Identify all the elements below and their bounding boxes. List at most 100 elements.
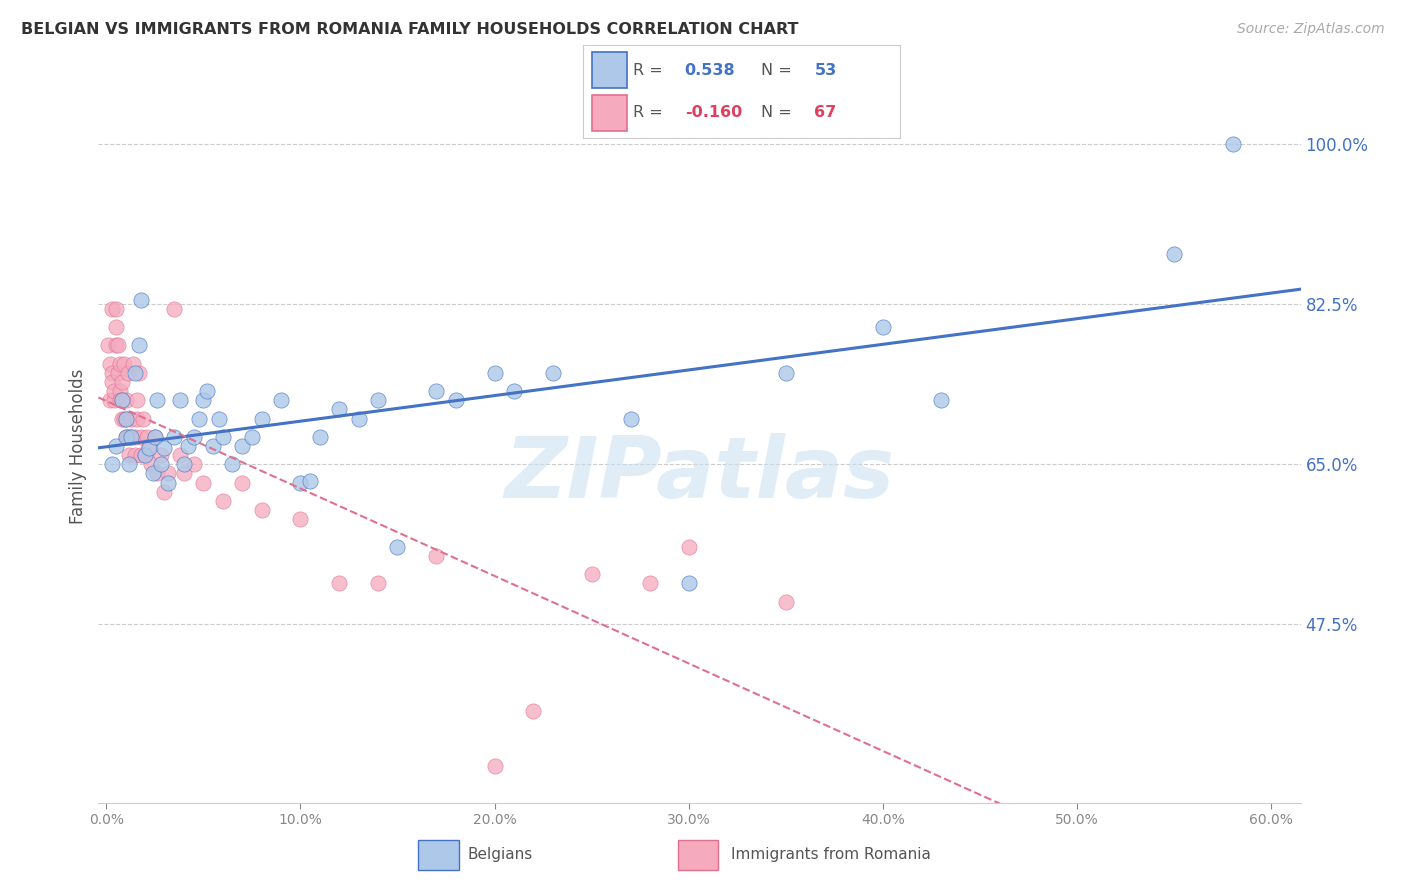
Point [132, 411, 155, 425]
Text: 53: 53 [814, 62, 837, 78]
Point [118, 458, 141, 472]
Point [145, 393, 167, 408]
Point [114, 411, 136, 425]
Point [103, 393, 125, 408]
Point [111, 375, 134, 389]
Point [328, 576, 350, 591]
Point [114, 430, 136, 444]
Point [387, 540, 409, 554]
Point [103, 384, 125, 398]
Point [231, 475, 253, 490]
Point [221, 458, 243, 472]
Point [97, 338, 120, 352]
Point [134, 448, 156, 462]
Point [120, 430, 142, 444]
FancyBboxPatch shape [678, 840, 718, 870]
Point [108, 357, 131, 371]
Point [104, 320, 127, 334]
Point [299, 474, 322, 488]
Point [128, 366, 150, 380]
Point [124, 366, 146, 380]
Point [183, 458, 205, 472]
Point [138, 441, 160, 455]
Point [250, 411, 273, 425]
Point [328, 402, 350, 417]
Point [163, 430, 186, 444]
Point [153, 441, 176, 455]
Point [98, 393, 121, 408]
Point [522, 704, 544, 718]
Point [111, 393, 134, 408]
Point [290, 475, 312, 490]
Point [127, 411, 149, 425]
Point [211, 494, 233, 508]
Point [367, 393, 389, 408]
Text: Source: ZipAtlas.com: Source: ZipAtlas.com [1237, 22, 1385, 37]
Point [290, 512, 312, 526]
Point [270, 393, 292, 408]
Point [347, 411, 370, 425]
Point [367, 576, 389, 591]
Text: 67: 67 [814, 105, 837, 120]
Point [169, 448, 191, 462]
Point [98, 357, 121, 371]
Point [173, 467, 195, 481]
Point [211, 430, 233, 444]
Point [872, 320, 894, 334]
FancyBboxPatch shape [419, 840, 458, 870]
Point [1222, 137, 1244, 152]
Point [127, 393, 149, 408]
Point [120, 411, 142, 425]
Point [195, 384, 218, 398]
Point [444, 393, 467, 408]
Y-axis label: Family Households: Family Households [69, 368, 87, 524]
Text: Belgians: Belgians [468, 847, 533, 862]
Point [678, 540, 700, 554]
Point [101, 458, 124, 472]
Text: ZIPatlas: ZIPatlas [505, 433, 894, 516]
Point [484, 759, 506, 773]
Text: N =: N = [761, 105, 797, 120]
Point [114, 430, 136, 444]
Text: Immigrants from Romania: Immigrants from Romania [731, 847, 931, 862]
Point [240, 430, 263, 444]
Point [484, 366, 506, 380]
Point [129, 430, 152, 444]
Point [107, 366, 129, 380]
Point [503, 384, 526, 398]
Text: -0.160: -0.160 [685, 105, 742, 120]
Point [136, 430, 159, 444]
Point [101, 375, 124, 389]
Point [173, 458, 195, 472]
Point [425, 549, 447, 563]
Point [112, 411, 135, 425]
Point [145, 467, 167, 481]
Point [143, 430, 166, 444]
Point [163, 301, 186, 316]
Point [177, 439, 200, 453]
Point [108, 393, 131, 408]
Point [581, 567, 603, 582]
Point [108, 384, 131, 398]
Point [128, 338, 150, 352]
Point [153, 484, 176, 499]
Point [193, 393, 215, 408]
Point [118, 448, 141, 462]
Point [678, 576, 700, 591]
Point [120, 430, 142, 444]
Point [104, 301, 127, 316]
Point [129, 448, 152, 462]
Point [117, 430, 139, 444]
Point [118, 430, 141, 444]
Point [183, 430, 205, 444]
Point [619, 411, 641, 425]
Point [117, 366, 139, 380]
Point [775, 594, 797, 608]
Point [231, 439, 253, 453]
Point [124, 448, 146, 462]
Point [139, 458, 162, 472]
Point [188, 411, 211, 425]
Point [122, 357, 145, 371]
Point [541, 366, 564, 380]
Point [111, 411, 134, 425]
